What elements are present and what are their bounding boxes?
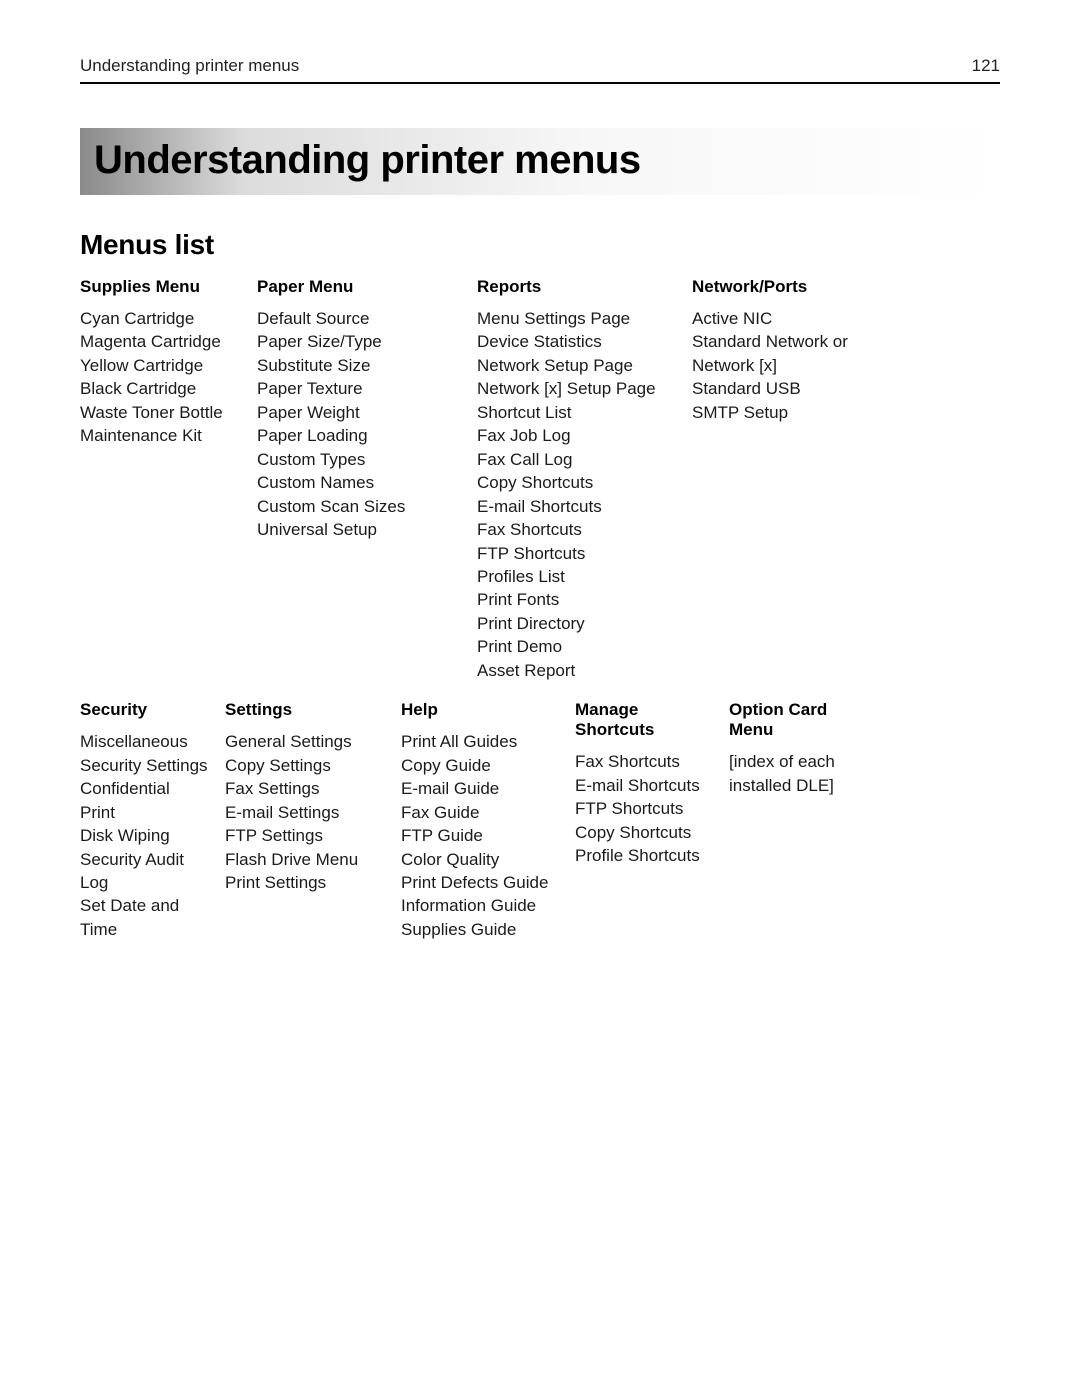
menu-item: Information Guide xyxy=(401,894,559,917)
menu-item: Network Setup Page xyxy=(477,354,676,377)
menu-item: Copy Shortcuts xyxy=(575,821,713,844)
menu-item: Shortcut List xyxy=(477,401,676,424)
menu-item: Universal Setup xyxy=(257,518,461,541)
menu-item: FTP Shortcuts xyxy=(477,542,676,565)
menu-item: E-mail Shortcuts xyxy=(477,495,676,518)
menu-item: Asset Report xyxy=(477,659,676,682)
menu-item: Print Defects Guide xyxy=(401,871,559,894)
menu-item: Standard Network or Network [x] xyxy=(692,330,876,377)
menu-items: Menu Settings PageDevice StatisticsNetwo… xyxy=(477,307,676,682)
menu-item: Custom Names xyxy=(257,471,461,494)
menu-col-shortcuts: Manage Shortcuts Fax ShortcutsE-mail Sho… xyxy=(575,700,729,867)
menu-item: Miscellaneous Security Settings xyxy=(80,730,209,777)
menu-item: Copy Guide xyxy=(401,754,559,777)
menu-item: SMTP Setup xyxy=(692,401,876,424)
menu-item: Default Source xyxy=(257,307,461,330)
menu-item: Device Statistics xyxy=(477,330,676,353)
menu-item: Print Fonts xyxy=(477,588,676,611)
menu-item: Copy Settings xyxy=(225,754,385,777)
menu-item: Print Directory xyxy=(477,612,676,635)
chapter-title-bar: Understanding printer menus xyxy=(80,128,1000,195)
menu-item: Standard USB xyxy=(692,377,876,400)
menu-col-reports: Reports Menu Settings PageDevice Statist… xyxy=(477,277,692,682)
menu-item: [index of each installed DLE] xyxy=(729,750,873,797)
menu-item: E-mail Settings xyxy=(225,801,385,824)
menu-item: Print Demo xyxy=(477,635,676,658)
header-left: Understanding printer menus xyxy=(80,56,299,76)
menu-col-network: Network/Ports Active NICStandard Network… xyxy=(692,277,892,424)
menu-item: Waste Toner Bottle xyxy=(80,401,241,424)
menu-heading: Paper Menu xyxy=(257,277,461,297)
menu-item: Fax Settings xyxy=(225,777,385,800)
menu-item: Disk Wiping xyxy=(80,824,209,847)
menu-items: [index of each installed DLE] xyxy=(729,750,873,797)
menu-item: Fax Guide xyxy=(401,801,559,824)
menu-row-2: Security Miscellaneous Security Settings… xyxy=(80,700,1000,941)
menu-col-help: Help Print All GuidesCopy GuideE-mail Gu… xyxy=(401,700,575,941)
menu-item: Active NIC xyxy=(692,307,876,330)
menu-col-paper: Paper Menu Default SourcePaper Size/Type… xyxy=(257,277,477,542)
menu-heading: Help xyxy=(401,700,559,720)
menu-heading: Supplies Menu xyxy=(80,277,241,297)
menu-item: Fax Shortcuts xyxy=(477,518,676,541)
menu-items: Miscellaneous Security SettingsConfident… xyxy=(80,730,209,941)
menu-item: Custom Types xyxy=(257,448,461,471)
menu-items: General SettingsCopy SettingsFax Setting… xyxy=(225,730,385,894)
menu-item: Security Audit Log xyxy=(80,848,209,895)
menu-item: Menu Settings Page xyxy=(477,307,676,330)
menu-heading: Reports xyxy=(477,277,676,297)
menu-item: Confidential Print xyxy=(80,777,209,824)
page: Understanding printer menus 121 Understa… xyxy=(0,0,1080,941)
menu-item: Copy Shortcuts xyxy=(477,471,676,494)
menu-item: E-mail Shortcuts xyxy=(575,774,713,797)
menu-item: Maintenance Kit xyxy=(80,424,241,447)
menu-item: Substitute Size xyxy=(257,354,461,377)
menu-item: General Settings xyxy=(225,730,385,753)
running-header: Understanding printer menus 121 xyxy=(80,56,1000,84)
menu-item: Supplies Guide xyxy=(401,918,559,941)
menu-item: Paper Weight xyxy=(257,401,461,424)
menu-item: Paper Loading xyxy=(257,424,461,447)
menu-item: Paper Texture xyxy=(257,377,461,400)
chapter-title: Understanding printer menus xyxy=(94,138,986,183)
menu-item: Paper Size/Type xyxy=(257,330,461,353)
menu-items: Print All GuidesCopy GuideE-mail GuideFa… xyxy=(401,730,559,941)
menu-heading: Security xyxy=(80,700,209,720)
menu-item: Flash Drive Menu xyxy=(225,848,385,871)
menu-items: Active NICStandard Network or Network [x… xyxy=(692,307,876,424)
menu-item: Print All Guides xyxy=(401,730,559,753)
menu-item: Custom Scan Sizes xyxy=(257,495,461,518)
menu-item: Color Quality xyxy=(401,848,559,871)
menu-item: Cyan Cartridge xyxy=(80,307,241,330)
menu-col-supplies: Supplies Menu Cyan CartridgeMagenta Cart… xyxy=(80,277,257,448)
menu-heading: Network/Ports xyxy=(692,277,876,297)
menu-items: Default SourcePaper Size/TypeSubstitute … xyxy=(257,307,461,542)
menu-item: Magenta Cartridge xyxy=(80,330,241,353)
menu-item: Network [x] Setup Page xyxy=(477,377,676,400)
menu-item: Fax Job Log xyxy=(477,424,676,447)
menu-item: Profile Shortcuts xyxy=(575,844,713,867)
menu-item: FTP Shortcuts xyxy=(575,797,713,820)
menu-item: FTP Guide xyxy=(401,824,559,847)
menu-heading: Option Card Menu xyxy=(729,700,873,740)
menu-row-1: Supplies Menu Cyan CartridgeMagenta Cart… xyxy=(80,277,1000,682)
menu-items: Cyan CartridgeMagenta CartridgeYellow Ca… xyxy=(80,307,241,448)
menu-col-optioncard: Option Card Menu [index of each installe… xyxy=(729,700,889,797)
menu-col-settings: Settings General SettingsCopy SettingsFa… xyxy=(225,700,401,894)
menu-item: Set Date and Time xyxy=(80,894,209,941)
menu-item: Print Settings xyxy=(225,871,385,894)
menu-item: Fax Shortcuts xyxy=(575,750,713,773)
menu-item: Black Cartridge xyxy=(80,377,241,400)
menu-items: Fax ShortcutsE-mail ShortcutsFTP Shortcu… xyxy=(575,750,713,867)
page-number: 121 xyxy=(972,56,1000,76)
menu-item: Profiles List xyxy=(477,565,676,588)
section-title: Menus list xyxy=(80,229,1000,261)
menu-heading: Manage Shortcuts xyxy=(575,700,713,740)
menu-item: FTP Settings xyxy=(225,824,385,847)
menu-col-security: Security Miscellaneous Security Settings… xyxy=(80,700,225,941)
menu-heading: Settings xyxy=(225,700,385,720)
menu-item: Fax Call Log xyxy=(477,448,676,471)
menu-item: E-mail Guide xyxy=(401,777,559,800)
menu-item: Yellow Cartridge xyxy=(80,354,241,377)
